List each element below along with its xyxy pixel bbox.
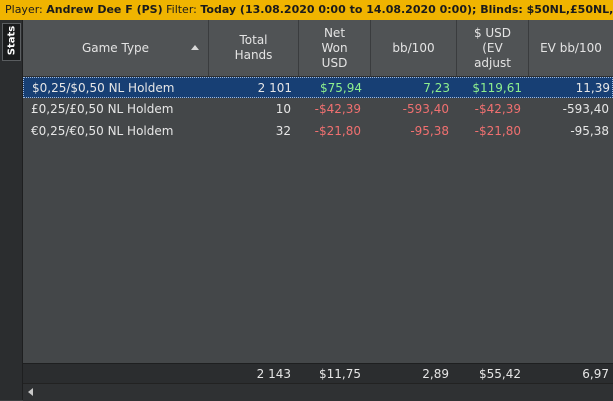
sort-ascending-icon [191,45,199,50]
column-header-game-type[interactable]: Game Type [23,20,209,76]
cell-total-hands: 2 101 [257,81,292,95]
cell-ev-usd: $119,61 [472,81,522,95]
cell-bb100: -593,40 [402,102,449,116]
column-header-label: Net Won USD [321,25,348,70]
table-row[interactable]: $0,25/$0,50 NL Holdem 2 101 $75,94 7,23 … [23,77,613,98]
column-header-label: Total Hands [234,33,273,62]
cell-game-type: $0,25/$0,50 NL Holdem [32,81,175,95]
column-header-label: EV bb/100 [540,40,602,55]
stats-grid: Game Type Total Hands Net Won USD bb/100… [23,20,613,384]
total-bb100: 2,89 [422,367,449,381]
cell-total-hands: 32 [275,124,291,138]
player-label: Player: [5,3,43,16]
side-panel: Stats [0,20,23,400]
cell-ev-usd: -$21,80 [474,124,521,138]
column-header-ev-usd[interactable]: $ USD (EV adjust [457,20,529,76]
column-header-label: Game Type [81,40,150,55]
total-ev-usd: $55,42 [479,367,521,381]
scroll-left-icon[interactable] [28,388,33,396]
table-row[interactable]: €0,25/€0,50 NL Holdem 32 -$21,80 -95,38 … [23,121,613,142]
cell-ev-bb100: -95,38 [570,124,609,138]
table-row[interactable]: £0,25/£0,50 NL Holdem 10 -$42,39 -593,40… [23,99,613,120]
filter-bar: Player: Andrew Dee F (PS) Filter: Today … [0,0,613,20]
cell-net-won: -$21,80 [314,124,361,138]
column-header-total-hands[interactable]: Total Hands [209,20,299,76]
cell-bb100: -95,38 [410,124,449,138]
cell-total-hands: 10 [275,102,291,116]
filter-value: Today (13.08.2020 0:00 to 14.08.2020 0:0… [200,3,613,16]
cell-game-type: €0,25/€0,50 NL Holdem [31,124,174,138]
player-name: Andrew Dee F (PS) [46,3,163,16]
column-header-net-won[interactable]: Net Won USD [299,20,371,76]
cell-ev-usd: -$42,39 [474,102,521,116]
totals-row: 2 143 $11,75 2,89 $55,42 6,97 [23,363,613,384]
total-ev-bb100: 6,97 [582,367,609,381]
total-net-won: $11,75 [319,367,361,381]
horizontal-scrollbar[interactable] [23,383,613,401]
cell-bb100: 7,23 [423,81,450,95]
column-header-label: $ USD (EV adjust [473,25,512,70]
cell-ev-bb100: -593,40 [562,102,609,116]
total-hands: 2 143 [256,367,291,381]
cell-ev-bb100: 11,39 [575,81,610,95]
column-header-label: bb/100 [392,40,435,55]
filter-label: Filter: [166,3,197,16]
column-header-ev-bb100[interactable]: EV bb/100 [529,20,613,76]
stats-tab[interactable]: Stats [2,23,21,61]
cell-net-won: -$42,39 [314,102,361,116]
column-header-bb100[interactable]: bb/100 [371,20,457,76]
cell-net-won: $75,94 [320,81,362,95]
stats-tab-label: Stats [6,25,18,56]
grid-header: Game Type Total Hands Net Won USD bb/100… [23,20,613,77]
cell-game-type: £0,25/£0,50 NL Holdem [31,102,174,116]
